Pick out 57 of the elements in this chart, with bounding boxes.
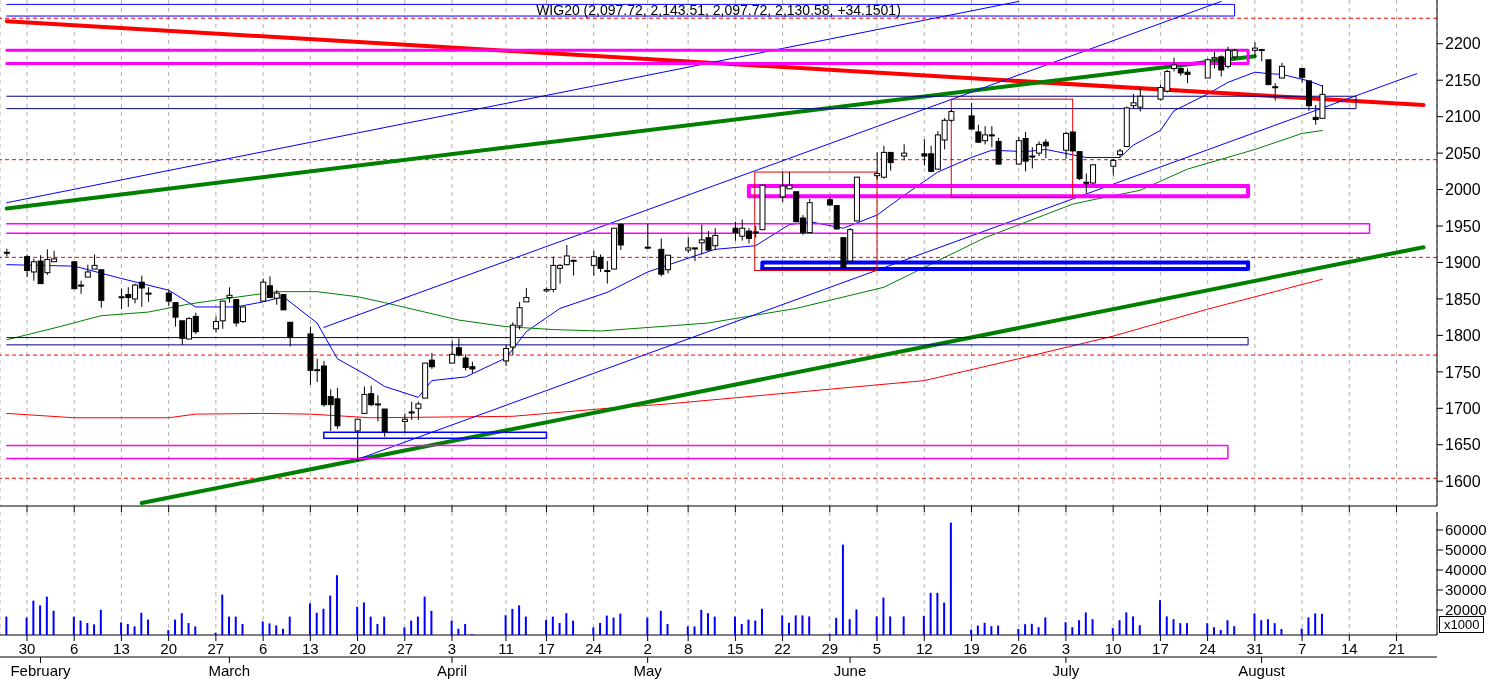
y-tick-label: 1800 — [1445, 327, 1481, 345]
y-tick-label: 2000 — [1445, 181, 1481, 199]
x-tick-label: 13 — [301, 639, 319, 657]
y-tick-label: 60000 — [1445, 521, 1487, 539]
x-tick-label: 22 — [774, 639, 791, 657]
x-tick-label: 11 — [498, 639, 514, 657]
x-tick-label: 20 — [349, 639, 366, 657]
x-tick-label: 8 — [683, 639, 693, 657]
y-axis-title: x1000 — [1439, 616, 1485, 633]
x-tick-label: 7 — [1297, 639, 1307, 657]
x-tick-label: 13 — [113, 639, 130, 657]
x-tick-label: 6 — [70, 639, 79, 657]
y-tick-label: 1750 — [1445, 363, 1481, 381]
x-tick-label: 31 — [1246, 639, 1264, 657]
x2-tick-label: June — [833, 661, 867, 679]
x2-tick-label: March — [208, 661, 251, 679]
y-tick-label: 2100 — [1445, 108, 1481, 126]
x2-tick-label: August — [1238, 661, 1286, 679]
x-tick-label: 26 — [1010, 639, 1028, 657]
x-tick-label: 21 — [1388, 639, 1405, 657]
x-tick-label: 10 — [1104, 639, 1122, 657]
x-tick-label: 12 — [915, 639, 933, 657]
x-tick-label: 19 — [963, 639, 980, 657]
x-tick-label: 5 — [872, 639, 882, 657]
x-tick-label: 2 — [643, 639, 652, 657]
x-tick-label: 24 — [1199, 639, 1216, 657]
y-tick-label: 30000 — [1445, 581, 1487, 599]
x-tick-label: 17 — [538, 639, 555, 657]
x-tick-label: 24 — [585, 639, 603, 657]
x-tick-label: 14 — [1340, 639, 1358, 657]
x2-tick-label: May — [633, 661, 663, 679]
y-tick-label: 2050 — [1445, 144, 1481, 162]
x-tick-label: 3 — [447, 639, 457, 657]
x-tick-label: 29 — [821, 639, 839, 657]
y-tick-label: 1700 — [1445, 399, 1481, 417]
x-tick-label: 30 — [18, 639, 36, 657]
x-tick-label: 3 — [1061, 639, 1071, 657]
x-tick-label: 27 — [396, 639, 414, 657]
x2-tick-label: July — [1052, 661, 1080, 679]
x2-tick-label: February — [10, 661, 71, 679]
chart-title: WIG20 (2,097.72, 2,143.51, 2,097.72, 2,130.58, +34.1501) — [535, 2, 902, 18]
x-tick-label: 6 — [258, 639, 268, 657]
x-tick-label: 27 — [207, 639, 225, 657]
x-tick-label: 15 — [727, 639, 744, 657]
y-tick-label: 50000 — [1445, 541, 1487, 559]
y-tick-label: 2150 — [1445, 71, 1481, 89]
y-tick-label: 40000 — [1445, 561, 1487, 579]
y-tick-label: 1600 — [1445, 472, 1481, 490]
y-tick-label: 1950 — [1445, 217, 1481, 235]
y-tick-label: 1850 — [1445, 290, 1481, 308]
x2-tick-label: April — [437, 661, 468, 679]
x-tick-label: 17 — [1152, 639, 1169, 657]
y-tick-label: 20000 — [1445, 601, 1487, 619]
y-tick-label: 1650 — [1445, 436, 1481, 454]
y-tick-label: 1900 — [1445, 254, 1481, 272]
x-tick-label: 20 — [160, 639, 178, 657]
y-tick-label: 2200 — [1445, 35, 1481, 53]
